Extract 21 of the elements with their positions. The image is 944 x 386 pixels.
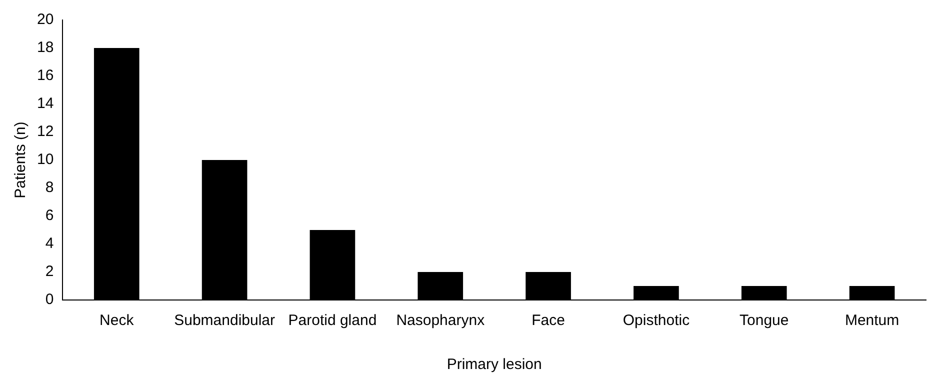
y-tick-label: 20: [36, 11, 54, 28]
y-tick-label: 4: [45, 235, 54, 252]
y-tick-label: 16: [36, 67, 54, 84]
y-tick-label: 8: [45, 179, 54, 196]
y-tick-label: 18: [36, 39, 54, 56]
x-tick-label: Parotid gland: [288, 312, 377, 330]
x-tick-label: Face: [532, 312, 565, 330]
y-tick-label: 6: [45, 207, 54, 224]
x-tick-label: Mentum: [844, 312, 900, 330]
x-tick-label: Opisthotic: [622, 312, 690, 330]
x-tick-label: Submandibular: [174, 312, 276, 330]
y-tick-label: 14: [36, 95, 54, 112]
x-tick-label: Neck: [100, 312, 134, 330]
y-tick-label: 12: [36, 123, 54, 140]
y-tick-label: 0: [45, 291, 54, 308]
y-axis-title: Patients (n): [12, 122, 30, 198]
y-tick-label: 10: [36, 151, 54, 168]
y-tick-label: 2: [45, 263, 54, 280]
x-tick-label: Tongue: [740, 312, 789, 330]
x-axis-title: Primary lesion: [446, 356, 542, 374]
x-tick-label: Nasopharynx: [396, 312, 486, 330]
